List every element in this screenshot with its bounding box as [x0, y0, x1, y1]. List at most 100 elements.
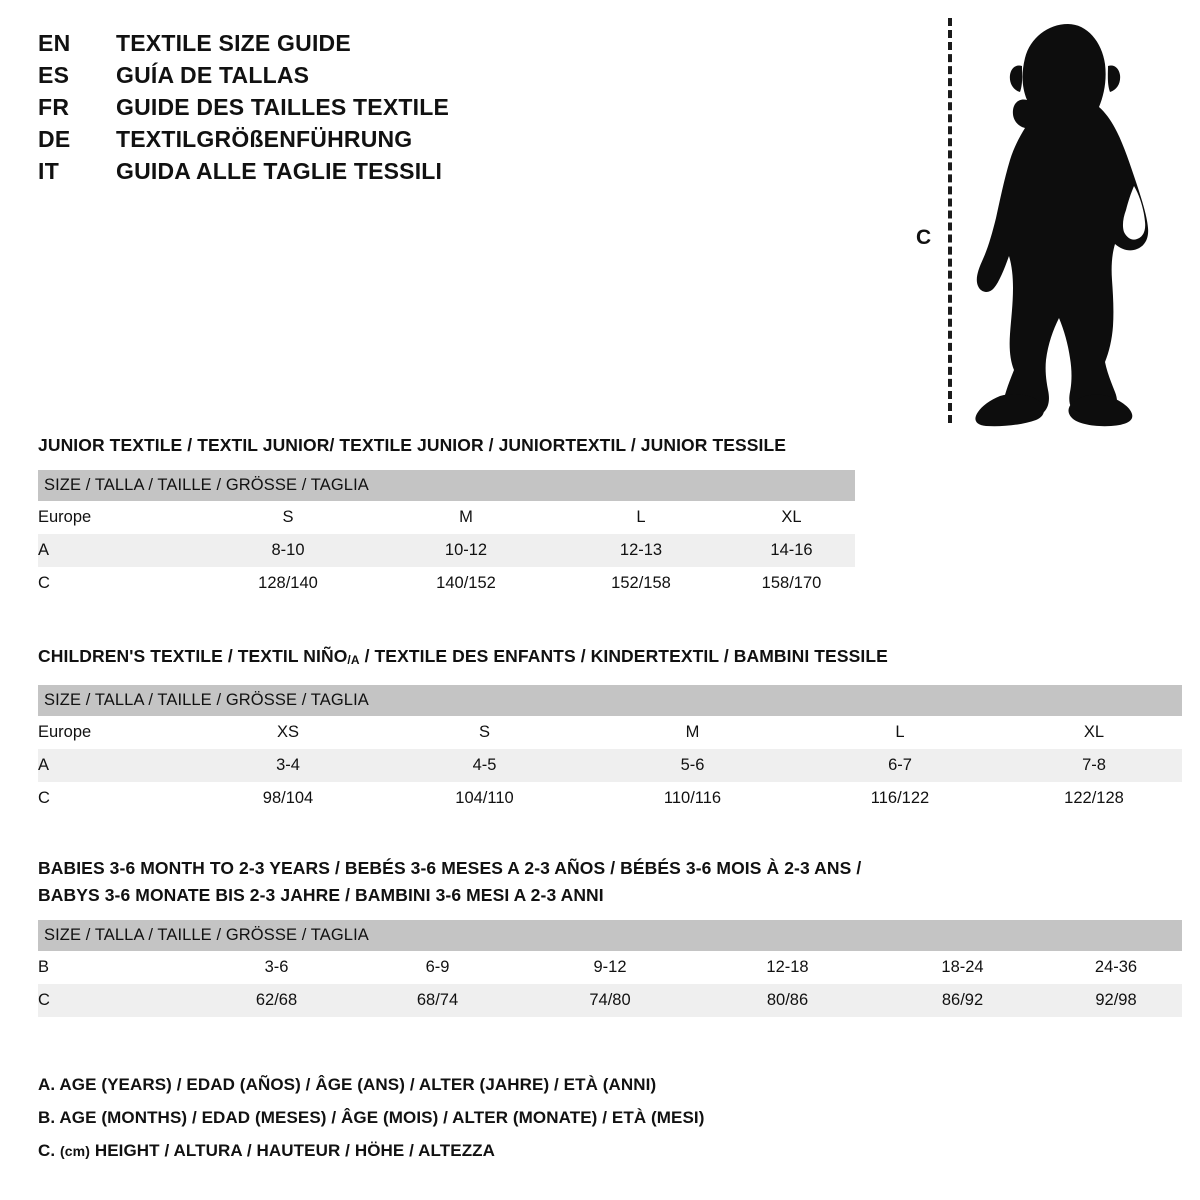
babies-bar-label: SIZE / TALLA / TAILLE / GRÖSSE / TAGLIA	[38, 920, 1182, 951]
babies-b-24-36: 24-36	[1050, 951, 1182, 984]
language-row-it: IT GUIDA ALLE TAGLIE TESSILI	[38, 158, 558, 190]
junior-a-s: 8-10	[198, 534, 378, 567]
children-size-table: SIZE / TALLA / TAILLE / GRÖSSE / TAGLIA …	[38, 685, 1182, 815]
junior-row-europe: Europe S M L XL	[38, 501, 855, 534]
junior-c-l: 152/158	[554, 567, 728, 600]
junior-europe-xl: XL	[728, 501, 855, 534]
children-title-subscript: /A	[347, 653, 360, 667]
junior-a-l: 12-13	[554, 534, 728, 567]
children-title-post: / TEXTILE DES ENFANTS / KINDERTEXTIL / B…	[359, 646, 888, 666]
junior-section-title: JUNIOR TEXTILE / TEXTIL JUNIOR/ TEXTILE …	[38, 435, 787, 455]
children-a-l: 6-7	[794, 749, 1006, 782]
children-a-xl: 7-8	[1006, 749, 1182, 782]
legend-line-a: A. AGE (YEARS) / EDAD (AÑOS) / ÂGE (ANS)…	[38, 1075, 657, 1094]
junior-row-a: A 8-10 10-12 12-13 14-16	[38, 534, 855, 567]
children-row-label-europe: Europe	[38, 716, 198, 749]
language-title-en: TEXTILE SIZE GUIDE	[116, 30, 351, 56]
babies-c-3-6: 62/68	[198, 984, 355, 1017]
children-a-s: 4-5	[378, 749, 591, 782]
language-title-de: TEXTILGRÖßENFÜHRUNG	[116, 126, 413, 152]
section-junior-textile: JUNIOR TEXTILE / TEXTIL JUNIOR/ TEXTILE …	[38, 432, 855, 600]
language-title-es: GUÍA DE TALLAS	[116, 62, 310, 88]
junior-europe-l: L	[554, 501, 728, 534]
language-title-fr: GUIDE DES TAILLES TEXTILE	[116, 94, 449, 120]
children-c-m: 110/116	[591, 782, 794, 815]
babies-b-12-18: 12-18	[700, 951, 875, 984]
junior-a-m: 10-12	[378, 534, 554, 567]
junior-c-s: 128/140	[198, 567, 378, 600]
babies-row-label-b: B	[38, 951, 198, 984]
children-section-title: CHILDREN'S TEXTILE / TEXTIL NIÑO/A / TEX…	[38, 643, 1182, 674]
babies-c-9-12: 74/80	[520, 984, 700, 1017]
children-a-xs: 3-4	[198, 749, 378, 782]
language-title-it: GUIDA ALLE TAGLIE TESSILI	[116, 158, 443, 184]
junior-size-table: SIZE / TALLA / TAILLE / GRÖSSE / TAGLIA …	[38, 470, 855, 600]
children-row-label-a: A	[38, 749, 198, 782]
junior-row-label-europe: Europe	[38, 501, 198, 534]
babies-b-3-6: 3-6	[198, 951, 355, 984]
babies-c-24-36: 92/98	[1050, 984, 1182, 1017]
language-code-it: IT	[38, 158, 60, 184]
language-row-es: ES GUÍA DE TALLAS	[38, 62, 558, 94]
babies-c-12-18: 80/86	[700, 984, 875, 1017]
junior-a-xl: 14-16	[728, 534, 855, 567]
legend-c-unit: (cm)	[60, 1143, 90, 1159]
babies-b-6-9: 6-9	[355, 951, 520, 984]
legend-line-c: C. (cm) HEIGHT / ALTURA / HAUTEUR / HÖHE…	[38, 1134, 938, 1168]
language-row-en: EN TEXTILE SIZE GUIDE	[38, 30, 558, 62]
babies-b-18-24: 18-24	[875, 951, 1050, 984]
language-row-fr: FR GUIDE DES TAILLES TEXTILE	[38, 94, 558, 126]
section-children-textile: CHILDREN'S TEXTILE / TEXTIL NIÑO/A / TEX…	[38, 643, 1182, 815]
language-code-en: EN	[38, 30, 71, 56]
legend-line-b: B. AGE (MONTHS) / EDAD (MESES) / ÂGE (MO…	[38, 1108, 705, 1127]
children-c-xl: 122/128	[1006, 782, 1182, 815]
children-europe-xs: XS	[198, 716, 378, 749]
babies-section-title-line1: BABIES 3-6 MONTH TO 2-3 YEARS / BEBÉS 3-…	[38, 858, 862, 878]
height-measurement-figure: C	[890, 8, 1190, 428]
babies-size-table: SIZE / TALLA / TAILLE / GRÖSSE / TAGLIA …	[38, 920, 1182, 1017]
language-title-block: EN TEXTILE SIZE GUIDE ES GUÍA DE TALLAS …	[38, 30, 558, 190]
junior-europe-s: S	[198, 501, 378, 534]
legend-c-prefix: C.	[38, 1141, 61, 1160]
junior-row-label-a: A	[38, 534, 198, 567]
children-c-l: 116/122	[794, 782, 1006, 815]
language-row-de: DE TEXTILGRÖßENFÜHRUNG	[38, 126, 558, 158]
children-europe-xl: XL	[1006, 716, 1182, 749]
language-code-de: DE	[38, 126, 71, 152]
junior-europe-m: M	[378, 501, 554, 534]
height-axis-label-c: C	[916, 226, 932, 249]
junior-c-m: 140/152	[378, 567, 554, 600]
junior-bar-label: SIZE / TALLA / TAILLE / GRÖSSE / TAGLIA	[38, 470, 855, 501]
children-row-a: A 3-4 4-5 5-6 6-7 7-8	[38, 749, 1182, 782]
language-code-es: ES	[38, 62, 70, 88]
children-row-europe: Europe XS S M L XL	[38, 716, 1182, 749]
section-babies-textile: BABIES 3-6 MONTH TO 2-3 YEARS / BEBÉS 3-…	[38, 855, 1182, 1017]
babies-row-b: B 3-6 6-9 9-12 12-18 18-24 24-36	[38, 951, 1182, 984]
children-europe-m: M	[591, 716, 794, 749]
babies-section-title-line2: BABYS 3-6 MONATE BIS 2-3 JAHRE / BAMBINI…	[38, 885, 604, 905]
junior-c-xl: 158/170	[728, 567, 855, 600]
children-row-c: C 98/104 104/110 110/116 116/122 122/128	[38, 782, 1182, 815]
measurement-legend: A. AGE (YEARS) / EDAD (AÑOS) / ÂGE (ANS)…	[38, 1068, 938, 1168]
height-dashed-line	[948, 18, 952, 423]
babies-table-header-bar: SIZE / TALLA / TAILLE / GRÖSSE / TAGLIA	[38, 920, 1182, 951]
children-a-m: 5-6	[591, 749, 794, 782]
babies-c-18-24: 86/92	[875, 984, 1050, 1017]
children-c-s: 104/110	[378, 782, 591, 815]
legend-c-text: HEIGHT / ALTURA / HAUTEUR / HÖHE / ALTEZ…	[90, 1141, 496, 1160]
children-table-header-bar: SIZE / TALLA / TAILLE / GRÖSSE / TAGLIA	[38, 685, 1182, 716]
babies-row-c: C 62/68 68/74 74/80 80/86 86/92 92/98	[38, 984, 1182, 1017]
children-europe-s: S	[378, 716, 591, 749]
babies-b-9-12: 9-12	[520, 951, 700, 984]
babies-row-label-c: C	[38, 984, 198, 1017]
junior-row-c: C 128/140 140/152 152/158 158/170	[38, 567, 855, 600]
toddler-silhouette-icon	[975, 24, 1149, 427]
children-c-xs: 98/104	[198, 782, 378, 815]
children-row-label-c: C	[38, 782, 198, 815]
language-code-fr: FR	[38, 94, 70, 120]
babies-c-6-9: 68/74	[355, 984, 520, 1017]
junior-row-label-c: C	[38, 567, 198, 600]
junior-table-header-bar: SIZE / TALLA / TAILLE / GRÖSSE / TAGLIA	[38, 470, 855, 501]
children-title-pre: CHILDREN'S TEXTILE / TEXTIL NIÑO	[38, 646, 348, 666]
children-bar-label: SIZE / TALLA / TAILLE / GRÖSSE / TAGLIA	[38, 685, 1182, 716]
